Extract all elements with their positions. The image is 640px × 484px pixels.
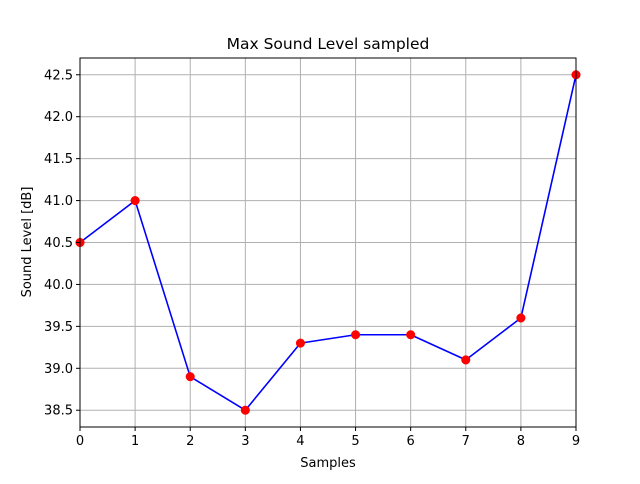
data-point <box>185 372 195 382</box>
x-tick-label: 5 <box>351 434 359 449</box>
y-tick-label: 42.0 <box>44 110 73 125</box>
y-tick-label: 39.0 <box>44 362 73 377</box>
x-tick-label: 9 <box>572 434 580 449</box>
data-point <box>130 196 140 206</box>
data-point <box>461 355 471 365</box>
grid <box>79 58 577 427</box>
x-tick-label: 7 <box>462 434 470 449</box>
series-line <box>79 74 577 412</box>
y-tick-label: 39.5 <box>44 320 73 335</box>
y-tick-label: 42.5 <box>44 68 73 83</box>
data-point <box>406 330 416 340</box>
y-tick-label: 40.0 <box>44 278 73 293</box>
chart-title: Max Sound Level sampled <box>227 35 430 53</box>
x-tick-label: 4 <box>296 434 304 449</box>
y-tick-label: 41.0 <box>44 194 73 209</box>
x-tick-label: 1 <box>131 434 139 449</box>
data-point <box>516 313 526 323</box>
x-tick-label: 2 <box>186 434 194 449</box>
y-tick-label: 40.5 <box>44 236 73 251</box>
data-point <box>351 330 361 340</box>
x-tick-label: 3 <box>241 434 249 449</box>
data-point <box>240 405 250 415</box>
x-axis-label: Samples <box>300 456 356 471</box>
y-axis-label: Sound Level [dB] <box>20 187 35 298</box>
y-tick-label: 41.5 <box>44 152 73 167</box>
data-point <box>295 338 305 348</box>
y-tick-label: 38.5 <box>44 404 73 419</box>
x-tick-label: 6 <box>407 434 415 449</box>
x-tick-label: 0 <box>76 434 84 449</box>
axis-ticks: 0 1 2 3 4 5 6 7 8 9 38.5 39.0 39.5 40.0 40.5 41.0 41.5 42… <box>44 68 580 449</box>
x-tick-label: 8 <box>517 434 525 449</box>
